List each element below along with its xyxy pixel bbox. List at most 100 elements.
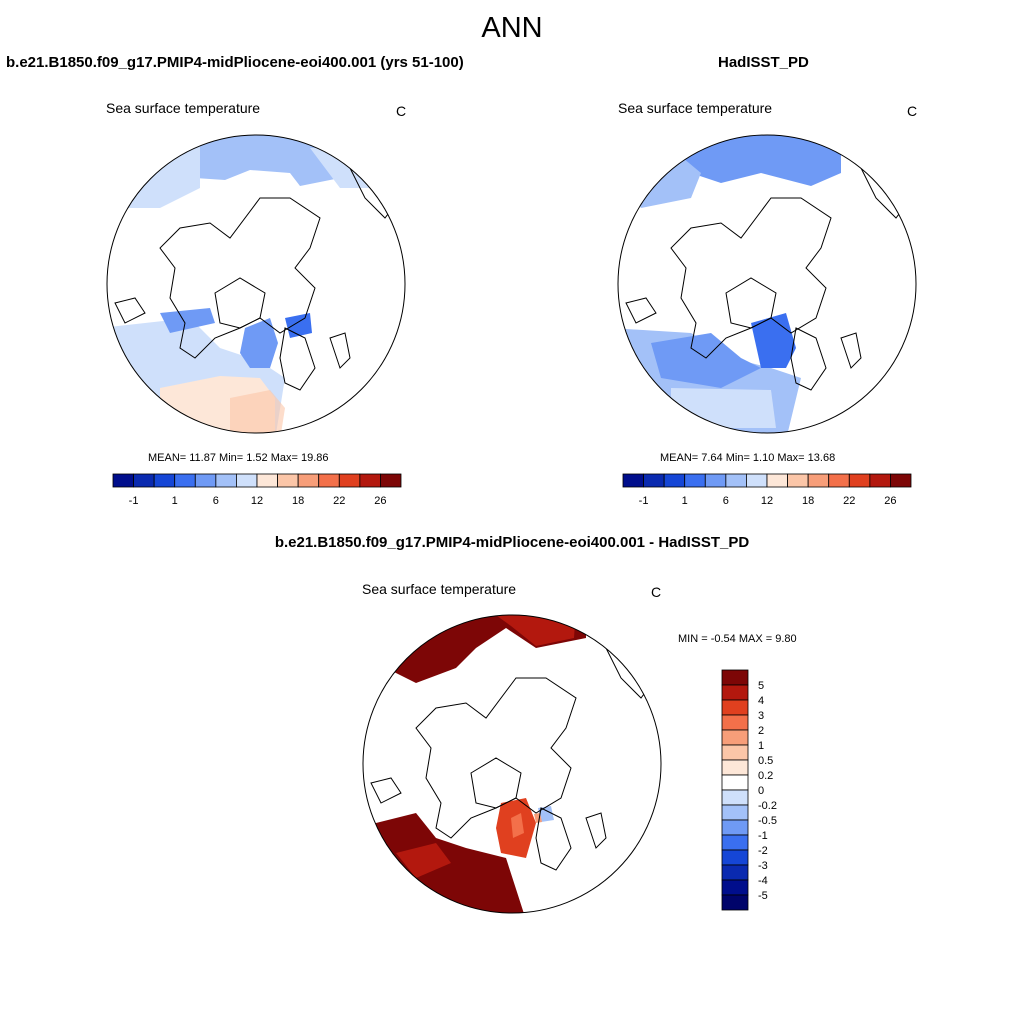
colorbar-swatch	[721, 834, 749, 851]
colorbar-swatch	[890, 473, 912, 488]
colorbar-swatch	[297, 473, 320, 488]
colorbar-swatch	[721, 699, 749, 716]
colorbar-swatch	[153, 473, 176, 488]
panel-2-units: C	[907, 103, 918, 119]
colorbar-swatch	[807, 473, 830, 488]
colorbar-swatch	[869, 473, 891, 488]
colorbar-tick-label: 0.5	[758, 755, 773, 767]
colorbar-swatch	[215, 473, 237, 488]
colorbar-swatch	[643, 473, 665, 488]
colorbar-swatch	[746, 473, 768, 488]
colorbar-tick-label: 4	[758, 695, 764, 707]
colorbar-tick-label: 5	[758, 680, 764, 692]
colorbar-swatch	[338, 473, 361, 488]
colorbar-tick-label: 12	[761, 495, 773, 507]
colorbar-tick-label: -2	[758, 845, 768, 857]
colorbar-tick-label: 0	[758, 785, 764, 797]
colorbar-swatch	[721, 774, 749, 791]
sst-region	[751, 313, 796, 368]
colorbar-swatch	[277, 473, 299, 488]
colorbar-swatch	[787, 473, 809, 488]
colorbar-tick-label: -1	[129, 495, 139, 507]
panel-1-field-label: Sea surface temperature	[106, 100, 261, 116]
colorbar-tick-label: 26	[374, 495, 386, 507]
page-title: ANN	[481, 12, 543, 44]
colorbar-tick-label: 6	[723, 495, 729, 507]
colorbar-tick-label: -0.2	[758, 800, 777, 812]
panel-2-colorbar-ticks: -1161218222629	[639, 495, 897, 507]
colorbar-tick-label: -4	[758, 875, 768, 887]
difference-units: C	[651, 584, 662, 600]
panel-2-colorbar	[622, 473, 912, 488]
colorbar-swatch	[174, 473, 196, 488]
colorbar-tick-label: -3	[758, 860, 768, 872]
colorbar-swatch	[848, 473, 871, 488]
sst-region	[160, 308, 215, 333]
panel-2-stats: MEAN= 7.64 Min= 1.10 Max= 13.68	[660, 452, 836, 464]
sst-region	[671, 388, 776, 428]
colorbar-tick-label: 6	[213, 495, 219, 507]
colorbar-tick-label: 1	[172, 495, 178, 507]
colorbar-swatch	[721, 669, 749, 686]
colorbar-swatch	[721, 684, 749, 701]
colorbar-tick-label: 22	[843, 495, 855, 507]
panel-1-colorbar	[112, 473, 402, 488]
colorbar-swatch	[236, 473, 258, 488]
colorbar-swatch	[721, 729, 749, 746]
colorbar-tick-label: 12	[251, 495, 263, 507]
colorbar-swatch	[704, 473, 727, 488]
colorbar-swatch	[318, 473, 340, 488]
colorbar-tick-label: 18	[802, 495, 814, 507]
colorbar-swatch	[721, 789, 749, 806]
colorbar-tick-label: 18	[292, 495, 304, 507]
sst-region	[651, 333, 761, 388]
colorbar-swatch	[721, 759, 749, 776]
colorbar-swatch	[721, 849, 749, 866]
colorbar-swatch	[622, 473, 644, 488]
colorbar-tick-label: 1	[682, 495, 688, 507]
difference-colorbar: 5 4 3 2 1 0.5 0.2 0 -0.2 -0.5 -1 -2 -3 -4 -5	[721, 669, 777, 911]
colorbar-tick-label: 3	[758, 710, 764, 722]
sst-region	[230, 390, 285, 433]
colorbar-swatch	[359, 473, 381, 488]
panel-1-polar-map	[106, 134, 406, 434]
difference-polar-map	[362, 614, 662, 914]
sst-region	[240, 318, 278, 368]
colorbar-swatch	[112, 473, 134, 488]
colorbar-tick-label: -1	[758, 830, 768, 842]
sst-region	[538, 806, 554, 822]
colorbar-swatch	[828, 473, 850, 488]
colorbar-tick-label: 22	[333, 495, 345, 507]
colorbar-swatch	[663, 473, 686, 488]
colorbar-tick-label: 26	[884, 495, 896, 507]
panel-1-colorbar-ticks: -1161218222629	[129, 495, 387, 507]
colorbar-tick-label: -5	[758, 890, 768, 902]
difference-field-label: Sea surface temperature	[362, 581, 517, 597]
colorbar-swatch	[721, 864, 749, 881]
panel-2-polar-map	[617, 134, 917, 434]
colorbar-swatch	[721, 744, 749, 761]
panel-2-case-title: HadISST_PD	[718, 54, 809, 71]
difference-stats: MIN = -0.54 MAX = 9.80	[678, 633, 797, 645]
sst-region	[511, 813, 524, 838]
panel-1-stats: MEAN= 11.87 Min= 1.52 Max= 19.86	[148, 452, 329, 464]
colorbar-swatch	[194, 473, 217, 488]
colorbar-tick-label: -0.5	[758, 815, 777, 827]
sst-region	[396, 843, 451, 878]
colorbar-swatch	[133, 473, 155, 488]
colorbar-swatch	[721, 894, 749, 911]
colorbar-tick-label: -1	[639, 495, 649, 507]
colorbar-swatch	[380, 473, 402, 488]
panel-2-field-label: Sea surface temperature	[618, 100, 773, 116]
panel-1-units: C	[396, 103, 407, 119]
colorbar-swatch	[725, 473, 747, 488]
colorbar-tick-label: 1	[758, 740, 764, 752]
colorbar-swatch	[684, 473, 706, 488]
panel-1-case-title: b.e21.B1850.f09_g17.PMIP4-midPliocene-eo…	[6, 54, 464, 71]
colorbar-swatch	[766, 473, 788, 488]
colorbar-swatch	[721, 714, 749, 731]
colorbar-swatch	[721, 819, 749, 836]
colorbar-tick-label: 2	[758, 725, 764, 737]
colorbar-swatch	[721, 804, 749, 821]
colorbar-swatch	[721, 879, 749, 896]
